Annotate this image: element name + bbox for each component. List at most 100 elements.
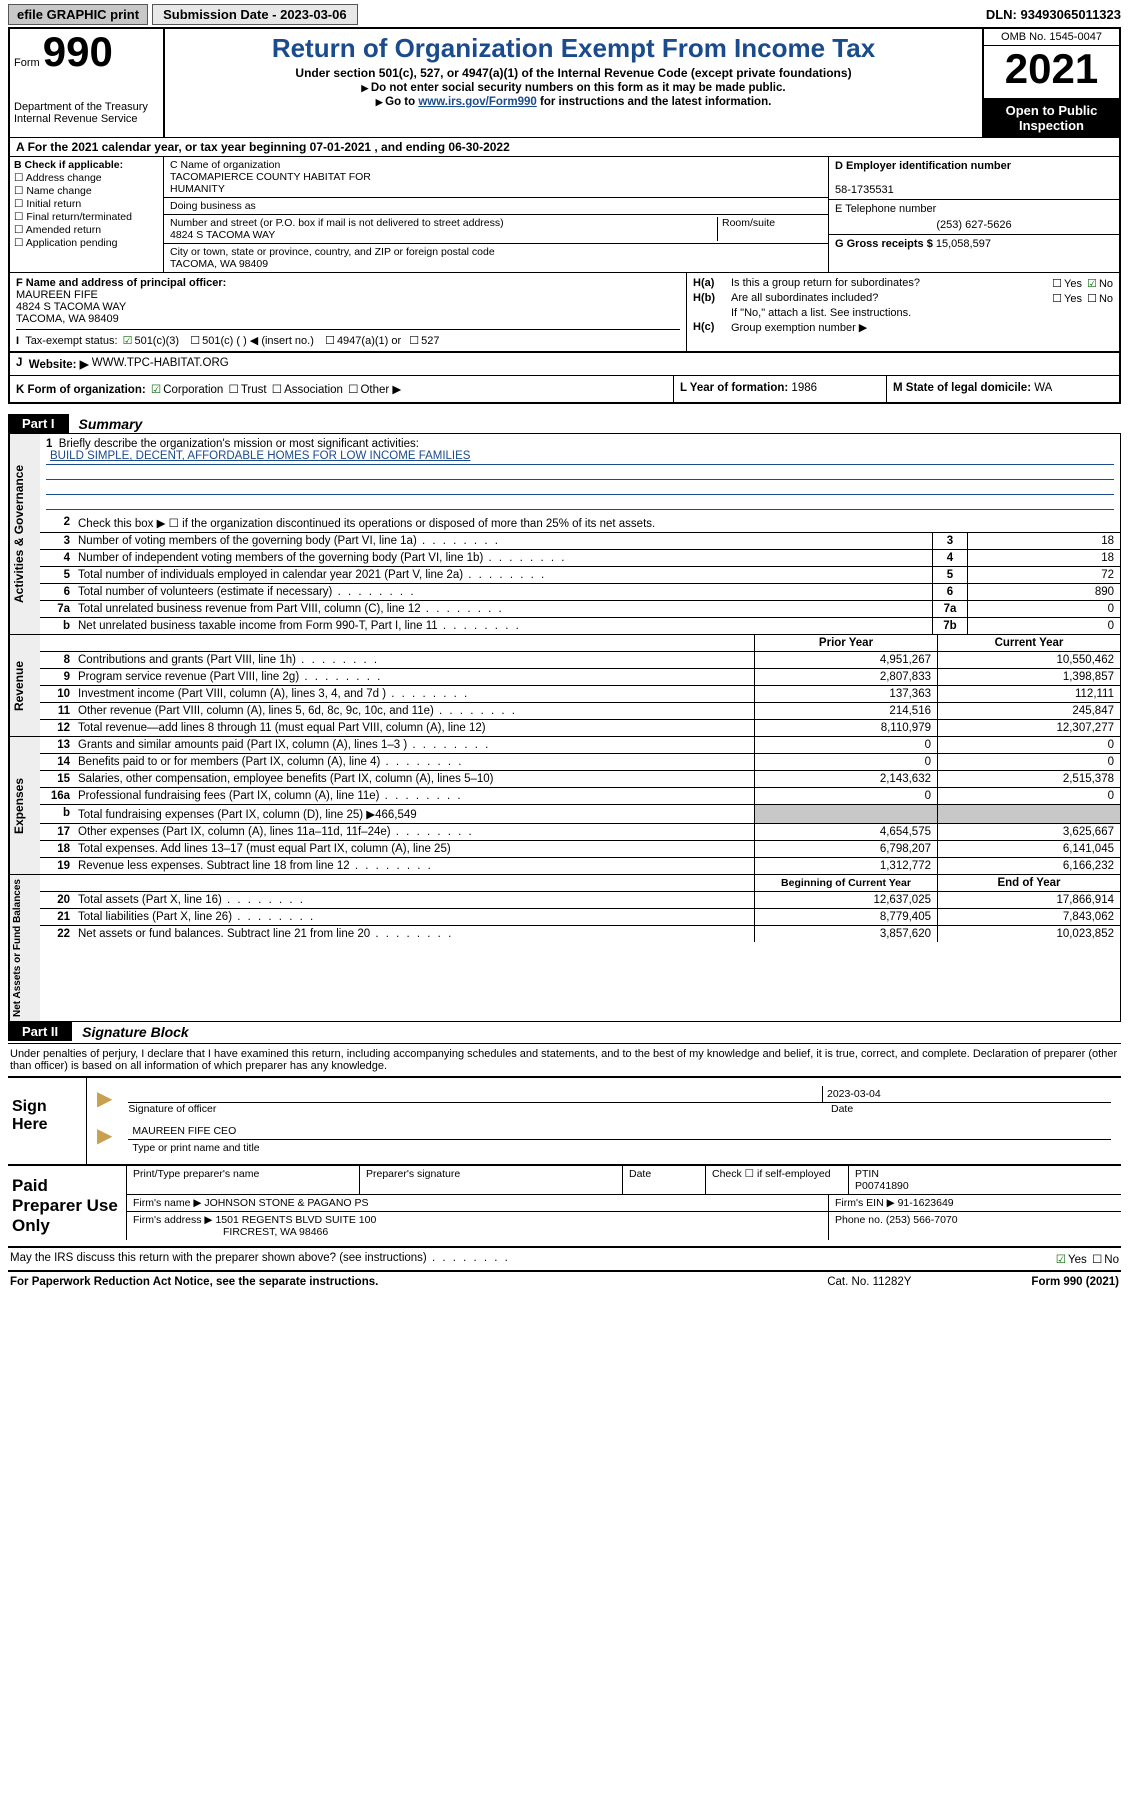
end-year-hdr: End of Year <box>937 875 1120 891</box>
part2-title: Signature Block <box>72 1024 189 1040</box>
l12: Total revenue—add lines 8 through 11 (mu… <box>74 720 754 736</box>
chk-4947[interactable] <box>323 335 337 347</box>
side-expenses: Expenses <box>9 737 40 874</box>
chk-501c[interactable] <box>188 335 202 347</box>
part2-header: Part II Signature Block <box>8 1022 1121 1041</box>
v3: 18 <box>967 533 1120 549</box>
chk-other[interactable] <box>346 384 360 396</box>
l-label: L Year of formation: <box>680 382 788 394</box>
org-name-1: TACOMAPIERCE COUNTY HABITAT FOR <box>170 171 371 183</box>
gross-receipts: 15,058,597 <box>936 238 991 250</box>
yes-label: Yes <box>1068 1254 1087 1266</box>
discuss-text: May the IRS discuss this return with the… <box>10 1252 1054 1266</box>
top-strip: efile GRAPHIC print Submission Date - 20… <box>8 4 1121 25</box>
p11: 214,516 <box>754 703 937 719</box>
type-name-label: Type or print name and title <box>128 1140 1111 1156</box>
l5-text: Total number of individuals employed in … <box>74 567 932 583</box>
l6-text: Total number of volunteers (estimate if … <box>74 584 932 600</box>
website-url[interactable]: WWW.TPC-HABITAT.ORG <box>92 357 229 371</box>
c18: 6,141,045 <box>937 841 1120 857</box>
p22: 3,857,620 <box>754 926 937 942</box>
l13: Grants and similar amounts paid (Part IX… <box>74 737 754 753</box>
chk-501c3[interactable] <box>121 335 135 347</box>
ptin-value: P00741890 <box>855 1180 909 1192</box>
firm-name-label: Firm's name ▶ <box>133 1197 201 1209</box>
preparer-block: Paid Preparer Use Only Print/Type prepar… <box>8 1166 1121 1248</box>
org-name-2: HUMANITY <box>170 183 225 195</box>
c8: 10,550,462 <box>937 652 1120 668</box>
ha-label: Is this a group return for subordinates? <box>731 277 1050 290</box>
c22: 10,023,852 <box>937 926 1120 942</box>
l22: Net assets or fund balances. Subtract li… <box>74 926 754 942</box>
chk-trust[interactable] <box>227 384 241 396</box>
chk-name-change[interactable]: Name change <box>14 185 159 197</box>
tax-year-line: A For the 2021 calendar year, or tax yea… <box>8 137 1121 157</box>
ha-no[interactable] <box>1085 278 1099 290</box>
addr-label: Number and street (or P.O. box if mail i… <box>170 217 504 229</box>
chk-initial-return[interactable]: Initial return <box>14 198 159 210</box>
part1-label: Part I <box>8 414 69 433</box>
irs-label: Internal Revenue Service <box>14 113 159 125</box>
side-revenue: Revenue <box>9 635 40 736</box>
c9: 1,398,857 <box>937 669 1120 685</box>
public-line1: Open to Public <box>986 103 1117 118</box>
hb-no[interactable] <box>1085 293 1099 305</box>
chk-assoc[interactable] <box>270 384 284 396</box>
side-governance: Activities & Governance <box>9 434 40 634</box>
sign-here-label: Sign Here <box>8 1078 86 1164</box>
p9: 2,807,833 <box>754 669 937 685</box>
check-self-employed[interactable]: Check ☐ if self-employed <box>705 1166 848 1194</box>
c21: 7,843,062 <box>937 909 1120 925</box>
p20: 12,637,025 <box>754 892 937 908</box>
chk-corp[interactable] <box>149 384 163 396</box>
irs-link[interactable]: www.irs.gov/Form990 <box>418 96 536 108</box>
ha-yes[interactable] <box>1050 278 1064 290</box>
l16a: Professional fundraising fees (Part IX, … <box>74 788 754 804</box>
opt-4947: 4947(a)(1) or <box>337 335 401 347</box>
form-subtitle: Under section 501(c), 527, or 4947(a)(1)… <box>169 66 978 80</box>
beg-year-hdr: Beginning of Current Year <box>754 875 937 891</box>
perjury-text: Under penalties of perjury, I declare th… <box>8 1043 1121 1078</box>
hb-yes[interactable] <box>1050 293 1064 305</box>
discuss-row: May the IRS discuss this return with the… <box>8 1248 1121 1272</box>
discuss-yes[interactable] <box>1054 1254 1068 1266</box>
p12: 8,110,979 <box>754 720 937 736</box>
efile-btn[interactable]: efile GRAPHIC print <box>8 4 148 25</box>
officer-group-block: F Name and address of principal officer:… <box>8 272 1121 353</box>
chk-final-return[interactable]: Final return/terminated <box>14 211 159 223</box>
officer-city: TACOMA, WA 98409 <box>16 313 119 325</box>
dln: DLN: 93493065011323 <box>986 7 1121 22</box>
l18: Total expenses. Add lines 13–17 (must eq… <box>74 841 754 857</box>
street-address: 4824 S TACOMA WAY <box>170 229 275 241</box>
l16b-val: 466,549 <box>375 809 417 821</box>
chk-amended-return[interactable]: Amended return <box>14 224 159 236</box>
prep-sig-label: Preparer's signature <box>359 1166 622 1194</box>
discuss-no[interactable] <box>1090 1254 1104 1266</box>
goto-line: Go to www.irs.gov/Form990 for instructio… <box>169 96 978 108</box>
opt-trust: Trust <box>241 384 267 396</box>
org-info-grid: B Check if applicable: Address change Na… <box>8 157 1121 272</box>
part1-title: Summary <box>69 416 143 432</box>
hc-label: Group exemption number ▶ <box>731 321 1113 334</box>
goto-post: for instructions and the latest informat… <box>540 96 771 108</box>
opt-501c3: 501(c)(3) <box>134 335 179 347</box>
p19: 1,312,772 <box>754 858 937 874</box>
chk-527[interactable] <box>407 335 421 347</box>
tax-year: 2021 <box>984 46 1119 99</box>
p18: 6,798,207 <box>754 841 937 857</box>
ptin-label: PTIN <box>855 1168 879 1180</box>
l2-text: Check this box ▶ ☐ if the organization d… <box>74 514 1120 532</box>
v7a: 0 <box>967 601 1120 617</box>
chk-app-pending[interactable]: Application pending <box>14 237 159 249</box>
goto-pre: Go to <box>385 96 418 108</box>
l8: Contributions and grants (Part VIII, lin… <box>74 652 754 668</box>
firm-addr2: FIRCREST, WA 98466 <box>223 1226 328 1238</box>
opt-other: Other ▶ <box>360 384 401 396</box>
hb-label: Are all subordinates included? <box>731 292 1050 305</box>
chk-address-change[interactable]: Address change <box>14 172 159 184</box>
form-number: 990 <box>43 28 113 75</box>
mission-text: BUILD SIMPLE, DECENT, AFFORDABLE HOMES F… <box>46 450 1114 465</box>
b-label: B Check if applicable: <box>14 159 123 171</box>
state-domicile: WA <box>1034 382 1052 394</box>
officer-addr: 4824 S TACOMA WAY <box>16 301 126 313</box>
